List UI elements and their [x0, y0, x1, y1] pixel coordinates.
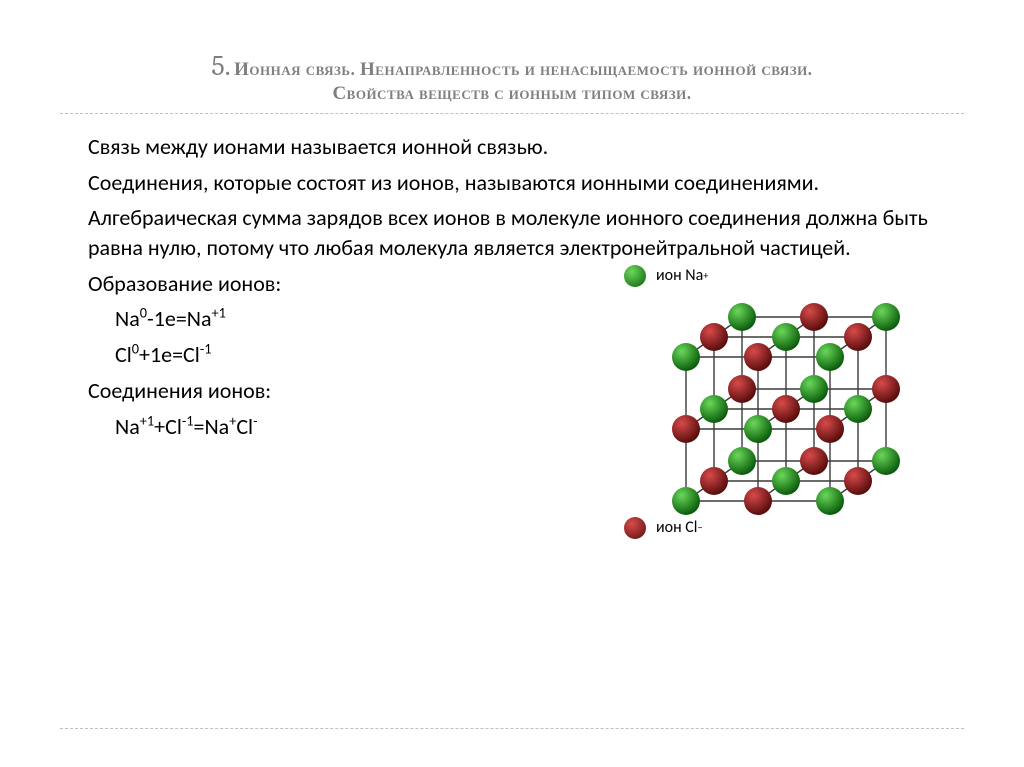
eq-nacl: Na+1+Cl-1=Na+Cl- [60, 412, 624, 442]
paragraph-1: Связь между ионами называется ионной свя… [60, 132, 964, 162]
eq-cl: Cl0+1e=Cl-1 [60, 340, 624, 370]
legend-cl: ион Cl− [624, 517, 703, 539]
heading-ion-compound: Соединения ионов: [60, 376, 624, 406]
title-line-2: Свойства веществ с ионным типом связи. [332, 82, 691, 104]
content-row: Образование ионов: Na0-1e=Na+1 Cl0+1e=Cl… [60, 269, 964, 539]
cl-ion-icon [624, 517, 646, 539]
heading-ion-formation: Образование ионов: [60, 269, 624, 299]
slide-title: 5. Ионная связь. Ненаправленность и нена… [60, 50, 964, 105]
eq-na: Na0-1e=Na+1 [60, 304, 624, 334]
title-line-1: Ионная связь. Ненаправленность и ненасыщ… [234, 58, 812, 80]
title-divider [60, 113, 964, 114]
title-number: 5. [211, 50, 230, 82]
na-ion-icon [624, 265, 646, 287]
body-text: Связь между ионами называется ионной свя… [60, 132, 964, 539]
paragraph-3: Алгебраическая сумма зарядов всех ионов … [60, 203, 964, 262]
bottom-divider [60, 728, 964, 729]
crystal-lattice-diagram [654, 279, 934, 539]
lattice-column: ион Na+ ион Cl− [624, 269, 964, 539]
equations-column: Образование ионов: Na0-1e=Na+1 Cl0+1e=Cl… [60, 269, 624, 447]
slide-content: 5. Ионная связь. Ненаправленность и нена… [0, 0, 1024, 579]
paragraph-2: Соединения, которые состоят из ионов, на… [60, 168, 964, 198]
